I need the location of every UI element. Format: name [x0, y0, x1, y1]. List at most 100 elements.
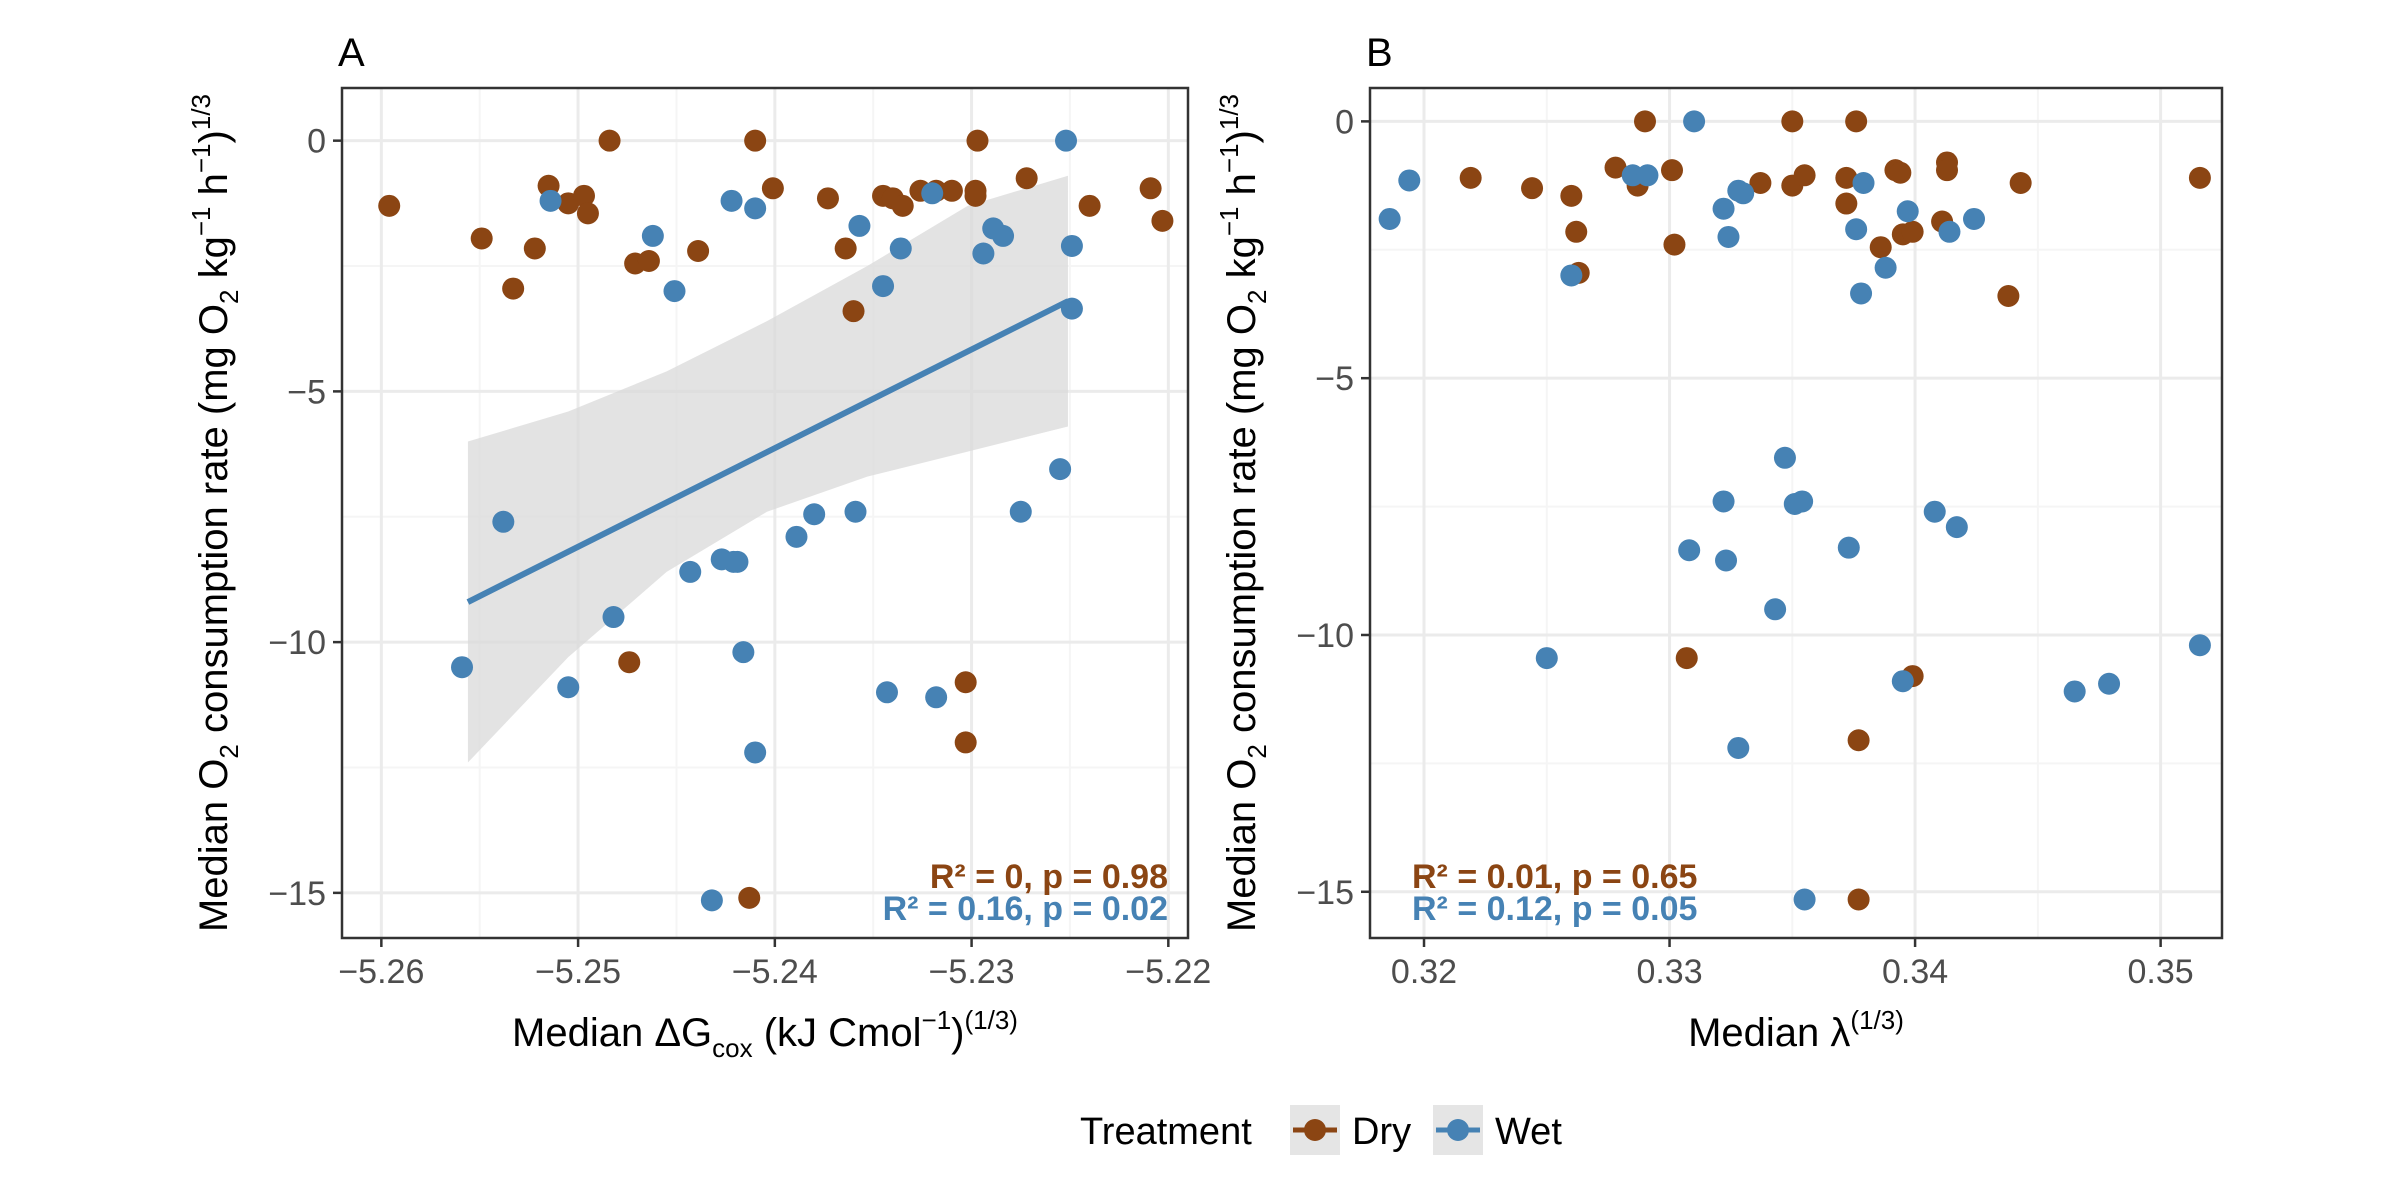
confidence-band [467, 175, 1068, 763]
point-dry [842, 300, 865, 323]
point-dry [1847, 888, 1870, 911]
point-dry [1521, 177, 1544, 200]
point-dry [1749, 172, 1772, 195]
point-wet [1678, 539, 1701, 562]
y-tick-label: −10 [1296, 617, 1354, 655]
point-wet [744, 197, 767, 220]
point-wet [1963, 207, 1986, 230]
point-dry [687, 239, 710, 262]
x-tick-label: −5.26 [338, 953, 424, 991]
point-wet [848, 214, 871, 237]
points [1378, 110, 2211, 911]
point-wet [1717, 225, 1740, 248]
point-wet [1727, 736, 1750, 759]
point-dry [1781, 110, 1804, 133]
panel-border [1368, 86, 2224, 940]
point-dry [1565, 220, 1588, 243]
point-wet [1636, 164, 1659, 187]
point-wet [722, 550, 745, 573]
y-tick-label: −10 [268, 624, 326, 662]
point-dry [523, 237, 546, 260]
point-wet [679, 560, 702, 583]
y-tick-label: 0 [307, 123, 326, 161]
panel-border [340, 86, 1190, 940]
x-tick-label: 0.33 [1636, 953, 1702, 991]
point-dry [1845, 110, 1868, 133]
point-wet [1896, 200, 1919, 223]
legend-title: Treatment [1080, 1111, 1252, 1153]
point-dry [1459, 166, 1482, 189]
x-tick-label: 0.35 [2128, 953, 2194, 991]
point-dry [1835, 192, 1858, 215]
point-wet [539, 189, 562, 212]
point-wet [2098, 672, 2121, 695]
point-wet [663, 280, 686, 303]
fit-line [466, 298, 1070, 605]
point-wet [1791, 490, 1814, 513]
point-wet [1683, 110, 1706, 133]
point-dry [816, 187, 839, 210]
point-dry [618, 651, 641, 674]
point-dry [2188, 166, 2211, 189]
point-dry [1633, 110, 1656, 133]
point-dry [576, 202, 599, 225]
x-axis-title: Median λ(1/3) [1688, 1005, 1904, 1055]
point-wet [700, 889, 723, 912]
legend-key-wet-marker [1447, 1119, 1469, 1141]
point-wet [1850, 282, 1873, 305]
point-dry [470, 227, 493, 250]
point-dry [378, 194, 401, 217]
point-wet [720, 189, 743, 212]
point-wet [1938, 220, 1961, 243]
point-wet [1378, 207, 1401, 230]
point-dry [598, 129, 621, 152]
y-axis-title: Median O2 consumption rate (mg O2 kg−1 h… [1214, 94, 1272, 932]
legend: Treatment Dry Wet [1080, 1105, 1562, 1155]
point-wet [1009, 500, 1032, 523]
point-dry [1901, 220, 1924, 243]
point-dry [1663, 233, 1686, 256]
point-wet [1715, 549, 1738, 572]
point-wet [732, 641, 755, 664]
point-wet [1732, 182, 1755, 205]
point-wet [1874, 256, 1897, 279]
y-tick-label: −15 [268, 875, 326, 913]
point-wet [1712, 490, 1735, 513]
gridlines [342, 88, 1188, 938]
point-wet [1923, 500, 1946, 523]
point-wet [1845, 218, 1868, 241]
point-wet [1712, 197, 1735, 220]
point-wet [1852, 172, 1875, 195]
point-dry [954, 731, 977, 754]
point-wet [492, 510, 515, 533]
panel-label: A [338, 31, 365, 75]
point-wet [972, 242, 995, 265]
point-dry [1015, 167, 1038, 190]
point-wet [2188, 634, 2211, 657]
x-axis-title: Median ΔGcox (kJ Cmol−1)(1/3) [512, 1005, 1018, 1063]
point-dry [738, 886, 761, 909]
point-wet [557, 676, 580, 699]
point-wet [1793, 888, 1816, 911]
point-wet [1398, 169, 1421, 192]
points [378, 129, 1174, 912]
y-tick-label: −5 [287, 373, 326, 411]
stat-annotation-dry: R² = 0.01, p = 0.65 [1412, 858, 1697, 896]
panel-a: −5.26 −5.25 −5.24 −5.23 −5.22 0 −5 −10 −15 A Media… [186, 31, 1211, 1063]
point-wet [1560, 264, 1583, 287]
point-dry [964, 179, 987, 202]
point-wet [785, 525, 808, 548]
point-wet [744, 741, 767, 764]
point-dry [1847, 729, 1870, 752]
x-tick-label: −5.24 [732, 953, 818, 991]
legend-label-dry: Dry [1352, 1111, 1411, 1153]
point-wet [1764, 598, 1787, 621]
legend-label-wet: Wet [1495, 1111, 1562, 1153]
point-dry [1997, 285, 2020, 308]
point-dry [2009, 172, 2032, 195]
point-wet [1049, 458, 1072, 481]
point-wet [1060, 234, 1083, 257]
x-tick-label: 0.32 [1391, 953, 1457, 991]
point-dry [1661, 159, 1684, 182]
